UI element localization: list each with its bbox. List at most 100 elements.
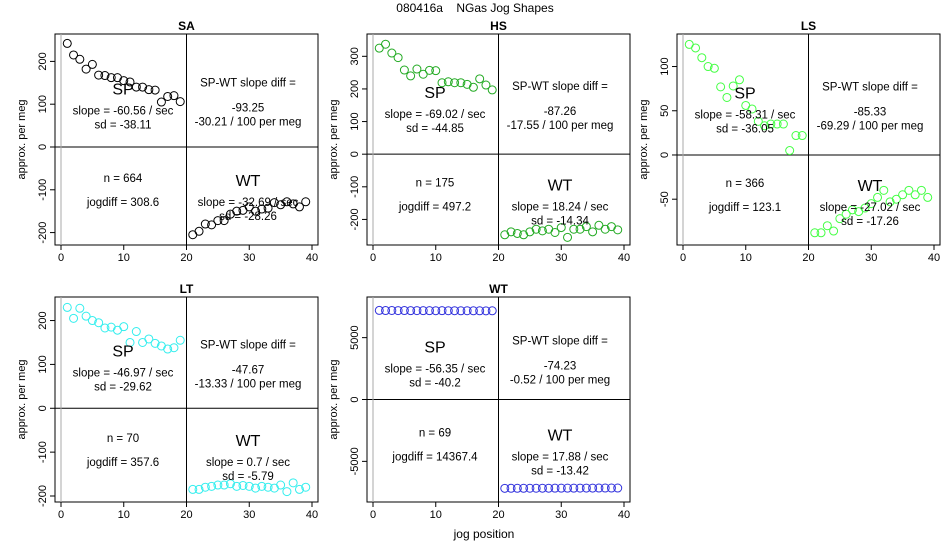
data-point-wt: [251, 483, 261, 493]
data-point-sp: [462, 306, 472, 316]
data-point-wt: [301, 197, 311, 207]
data-point-wt: [563, 483, 573, 493]
data-point-sp: [728, 81, 738, 91]
data-point-sp: [374, 305, 384, 315]
data-point-sp: [778, 119, 788, 129]
wt-sd-text: sd = -13.42: [531, 466, 589, 478]
data-point-sp: [94, 318, 104, 328]
y-tick-label: 200: [37, 52, 49, 70]
data-point-sp: [703, 62, 713, 72]
wt-sd-text: sd = -14.34: [531, 216, 589, 228]
panel-hs: HS 0 10 20 30 40 -200 -100 0 100 200 300 approx. per…: [328, 19, 631, 264]
data-point-wt: [860, 203, 870, 213]
data-point-wt: [569, 224, 579, 234]
x-tick-label: 30: [243, 509, 255, 521]
data-point-wt: [257, 481, 267, 491]
panel-lt: LT 0 10 20 30 40 -200 -100 0 100 200 approx. per me…: [16, 282, 319, 521]
n-count: n = 664: [104, 173, 143, 185]
data-point-sp: [406, 71, 416, 81]
data-point-sp: [475, 306, 485, 316]
diff-title: SP-WT slope diff =: [512, 335, 608, 347]
data-point-sp: [125, 337, 135, 347]
data-point-sp: [475, 74, 485, 84]
data-point-sp: [691, 43, 701, 53]
data-point-sp: [175, 97, 185, 107]
data-point-wt: [194, 226, 204, 236]
y-tick-label: -50: [659, 191, 671, 207]
data-point-sp: [450, 306, 460, 316]
data-point-sp: [481, 306, 491, 316]
data-point-sp: [100, 71, 110, 81]
data-point-sp: [144, 85, 154, 95]
y-tick-label: 0: [349, 396, 361, 402]
x-tick-label: 20: [492, 252, 504, 264]
data-point-sp: [487, 306, 497, 316]
data-point-wt: [891, 194, 901, 204]
data-point-sp: [381, 39, 391, 49]
diff-per-meg: -0.52 / 100 per meg: [510, 374, 610, 386]
data-point-wt: [219, 480, 229, 490]
data-point-sp: [150, 85, 160, 95]
y-tick-label: 0: [659, 152, 671, 158]
y-tick-label: 0: [37, 144, 49, 150]
data-point-sp: [418, 306, 428, 316]
data-point-sp: [468, 306, 478, 316]
diff-per-meg: -13.33 / 100 per meg: [195, 379, 302, 391]
data-point-sp: [75, 54, 85, 64]
data-point-wt: [294, 202, 304, 212]
data-point-sp: [487, 85, 497, 95]
jogdiff-text: jogdiff = 14367.4: [391, 452, 478, 464]
y-tick-label: 300: [349, 47, 361, 65]
data-point-sp: [144, 334, 154, 344]
x-tick-label: 0: [370, 509, 376, 521]
y-tick-label: 5000: [349, 325, 361, 349]
data-point-sp: [62, 38, 72, 48]
data-point-sp: [62, 302, 72, 312]
x-tick-label: 10: [430, 509, 442, 521]
data-point-wt: [244, 481, 254, 491]
data-point-wt: [263, 203, 273, 213]
x-tick-label: 20: [492, 509, 504, 521]
data-point-sp: [387, 305, 397, 315]
data-point-sp: [753, 116, 763, 126]
data-point-wt: [512, 228, 522, 238]
diff-value: -93.25: [232, 102, 265, 114]
data-point-sp: [437, 78, 447, 88]
x-tick-label: 20: [180, 252, 192, 264]
data-point-sp: [424, 306, 434, 316]
panel-sa: SA 0 10 20 30 40 -200 -100 0 100 200 approx. per me…: [16, 19, 319, 264]
x-tick-label: 40: [306, 252, 318, 264]
diff-value: -85.33: [854, 106, 887, 118]
data-point-sp: [747, 104, 757, 114]
data-point-wt: [194, 484, 204, 494]
x-tick-label: 10: [118, 252, 130, 264]
data-point-sp: [399, 65, 409, 75]
data-point-wt: [537, 226, 547, 236]
y-axis-label: approx. per meg: [328, 359, 340, 439]
y-tick-label: -100: [37, 179, 49, 201]
panel-title: SA: [178, 19, 195, 33]
data-point-wt: [294, 484, 304, 494]
panel-title: LS: [801, 19, 816, 33]
data-point-wt: [282, 487, 292, 497]
data-point-wt: [822, 221, 832, 231]
data-point-sp: [424, 65, 434, 75]
panel-ls: LS 0 10 20 30 40 -50 0 50 100 approx. per meg SP slo…: [638, 19, 941, 264]
x-tick-label: 10: [118, 509, 130, 521]
wt-label: WT: [548, 178, 573, 195]
diff-title: SP-WT slope diff =: [822, 81, 918, 93]
wt-sd-text: sd = -17.26: [841, 216, 899, 228]
diff-per-meg: -30.21 / 100 per meg: [195, 116, 302, 128]
y-axis-label: approx. per meg: [16, 359, 28, 439]
data-point-wt: [244, 202, 254, 212]
data-point-wt: [873, 192, 883, 202]
data-point-sp: [131, 82, 141, 92]
diff-value: -87.26: [544, 106, 577, 118]
data-point-sp: [418, 69, 428, 79]
data-point-sp: [772, 119, 782, 129]
data-point-wt: [556, 483, 566, 493]
data-point-wt: [829, 226, 839, 236]
data-point-wt: [910, 190, 920, 200]
